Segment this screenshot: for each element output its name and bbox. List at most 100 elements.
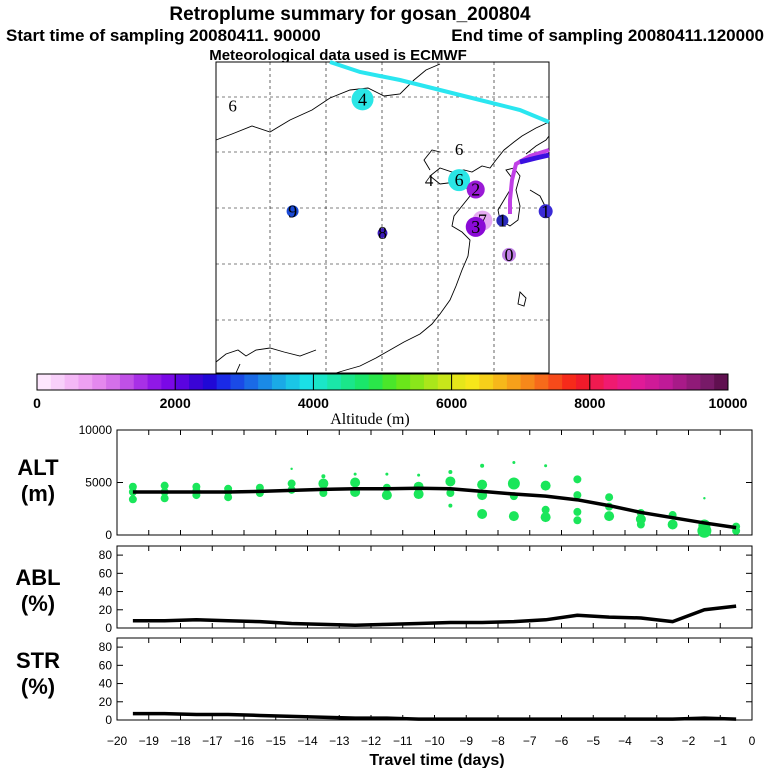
- map-marker-label: 8: [378, 223, 387, 243]
- altitude-colorbar: 0 2000 4000 6000 8000 10000 Altitude (m): [33, 373, 748, 428]
- colorbar-cell: [119, 374, 135, 390]
- alt-scatter-point: [413, 489, 424, 500]
- abl-series-line: [132, 604, 737, 628]
- map-marker-label: 4: [425, 171, 434, 190]
- trajectory-blue: [519, 152, 550, 165]
- colorbar-tick-label: 2000: [160, 395, 191, 411]
- trajectory-purple: [508, 148, 550, 214]
- x-tick-label: −17: [202, 734, 223, 748]
- x-tick-label: −1: [713, 734, 727, 748]
- colorbar-cell: [714, 374, 729, 390]
- abl-label: ABL: [15, 565, 60, 590]
- x-axis-label: Travel time (days): [369, 752, 504, 768]
- colorbar-cell: [617, 374, 632, 390]
- colorbar-cell: [133, 374, 149, 390]
- colorbar-tick-label: 8000: [574, 395, 605, 411]
- abl-panel-frame: [116, 545, 753, 629]
- alt-y-tick-label: 0: [105, 528, 112, 542]
- colorbar-cell: [493, 374, 508, 390]
- alt-scatter-point: [381, 490, 392, 501]
- x-tick-label: −20: [107, 734, 128, 748]
- map-marker: [465, 216, 486, 237]
- alt-scatter-point: [573, 516, 582, 525]
- alt-panel: ALT (m) 0 5000 10000: [17, 423, 753, 542]
- map-gridlines: [216, 62, 549, 373]
- colorbar-cell: [175, 374, 190, 390]
- alt-scatter-point: [697, 523, 712, 538]
- map-marker: [466, 180, 485, 199]
- alt-scatter-point: [636, 520, 645, 529]
- x-tick-label: −4: [618, 734, 632, 748]
- alt-scatter-point: [350, 477, 361, 488]
- x-tick-label: −6: [555, 734, 569, 748]
- alt-scatter-point: [445, 476, 456, 487]
- colorbar-cell: [327, 374, 342, 390]
- colorbar-cell: [465, 374, 480, 390]
- map-marker: [502, 247, 517, 262]
- map-marker-label: 9: [288, 201, 297, 221]
- colorbar-cell: [244, 374, 259, 390]
- colorbar-cell: [64, 374, 79, 390]
- colorbar-cell: [299, 374, 314, 390]
- abl-y-tick-label: 40: [99, 585, 113, 599]
- abl-y-tick-label: 80: [99, 548, 113, 562]
- colorbar-cell: [548, 374, 563, 390]
- str-y-tick-label: 40: [99, 677, 113, 691]
- colorbar-cell: [230, 374, 245, 390]
- alt-scatter-point: [540, 512, 551, 523]
- colorbar-ticks: 0 2000 4000 6000 8000 10000: [33, 374, 748, 411]
- colorbar-cell: [479, 374, 494, 390]
- colorbar-cell: [368, 374, 383, 390]
- str-y-tick-label: 80: [99, 640, 113, 654]
- alt-scatter-point: [385, 472, 389, 476]
- colorbar-cell: [382, 374, 397, 390]
- colorbar-cell: [147, 374, 162, 390]
- str-y-tick-label: 0: [105, 713, 112, 727]
- alt-scatter-point: [477, 509, 488, 519]
- alt-scatter-point: [573, 491, 582, 500]
- chart-title: Retroplume summary for gosan_200804: [169, 4, 531, 25]
- alt-scatter-point: [512, 461, 516, 465]
- x-tick-label: −15: [266, 734, 287, 748]
- colorbar-tick-label: 4000: [298, 395, 329, 411]
- colorbar-cell: [506, 374, 522, 390]
- map-marker-label: 3: [471, 217, 480, 237]
- map-marker: [448, 169, 471, 192]
- alt-scatter-point: [448, 503, 453, 508]
- map-marker: [377, 228, 388, 239]
- alt-scatter-point: [667, 519, 678, 530]
- map-panel: 6446629873110: [215, 60, 553, 374]
- time-series-panels: ALT (m) 0 5000 10000 ABL (%) 0 20 40 60 80 STR…: [15, 423, 755, 768]
- x-tick-label: −14: [297, 734, 318, 748]
- x-tick-label: −3: [650, 734, 664, 748]
- alt-y-tick-label: 10000: [79, 423, 113, 437]
- alt-scatter-point: [573, 475, 582, 484]
- colorbar-cell: [451, 374, 466, 390]
- map-marker: [351, 88, 374, 111]
- alt-scatter-point: [318, 478, 329, 489]
- x-tick-label: −2: [682, 734, 696, 748]
- alt-scatter-point: [573, 507, 582, 516]
- str-y-tick-label: 20: [99, 695, 113, 709]
- alt-scatter-point: [353, 472, 357, 476]
- colorbar-cell: [106, 374, 121, 390]
- colorbar-cell: [672, 374, 688, 390]
- alt-scatter-point: [507, 477, 520, 490]
- end-time-label: End time of sampling 20080411.120000: [451, 26, 764, 45]
- alt-scatter-point: [508, 511, 519, 522]
- colorbar-cell: [534, 374, 549, 390]
- colorbar-cell: [285, 374, 301, 390]
- abl-y-tick-label: 60: [99, 566, 113, 580]
- colorbar-cell: [271, 374, 287, 390]
- map-markers: 6446629873110: [228, 88, 553, 265]
- colorbar-tick-label: 0: [33, 395, 41, 411]
- alt-scatter-point: [540, 480, 551, 491]
- x-tick-label: −18: [170, 734, 191, 748]
- alt-scatter-point: [160, 494, 169, 503]
- colorbar-cell: [189, 374, 204, 390]
- abl-panel: ABL (%) 0 20 40 60 80: [15, 545, 753, 635]
- alt-scatter-point: [287, 479, 296, 488]
- abl-y-tick-label: 20: [99, 603, 113, 617]
- start-time-label: Start time of sampling 20080411. 90000: [6, 26, 321, 45]
